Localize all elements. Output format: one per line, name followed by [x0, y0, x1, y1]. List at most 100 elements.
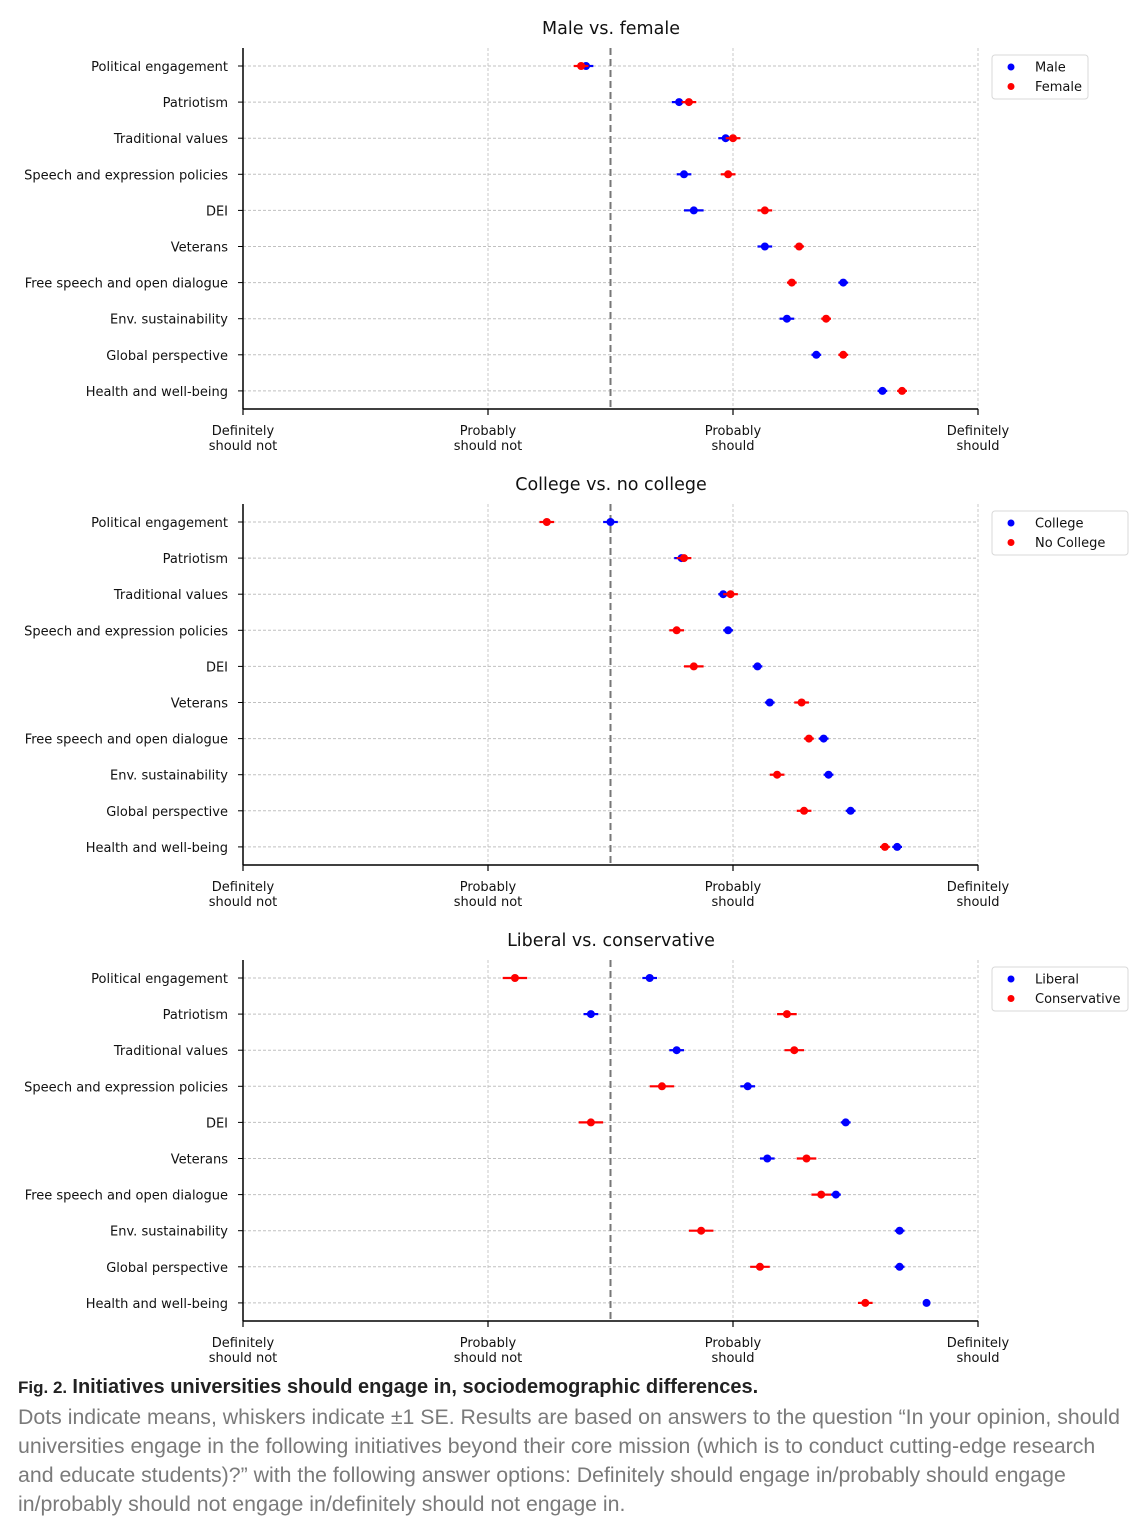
y-tick-label: Veterans: [171, 1153, 229, 1168]
liberal-mean-point: [672, 1046, 681, 1055]
y-tick-label: Traditional values: [113, 1044, 228, 1059]
x-tick-label: Probably: [705, 424, 762, 439]
legend-marker: [1007, 539, 1015, 546]
male-mean-point: [680, 170, 688, 179]
y-tick-label: Global perspective: [106, 349, 228, 364]
college-mean-point: [819, 734, 828, 743]
panel-title: College vs. no college: [515, 475, 707, 495]
y-tick-label: Env. sustainability: [110, 313, 228, 328]
y-tick-label: DEI: [206, 204, 228, 219]
y-tick-label: Patriotism: [163, 552, 228, 567]
no-college-mean-point: [689, 662, 698, 671]
y-tick-label: Political engagement: [91, 60, 228, 75]
no-college-mean-point: [797, 698, 806, 707]
y-tick-label: Veterans: [171, 697, 229, 712]
y-tick-label: Global perspective: [106, 1261, 228, 1276]
college-mean-point: [753, 662, 762, 671]
y-tick-label: Political engagement: [91, 972, 228, 987]
y-tick-label: Health and well-being: [86, 1297, 228, 1312]
legend-label: Male: [1035, 61, 1066, 76]
y-tick-label: Patriotism: [163, 96, 228, 111]
figure-chart: Male vs. female Political engagement Patri…: [24, 19, 1129, 1366]
legend-marker: [1007, 975, 1015, 983]
x-tick-label: should: [711, 439, 754, 454]
x-tick-label: should: [711, 1351, 754, 1366]
liberal-mean-point: [895, 1226, 904, 1235]
conservative-mean-point: [817, 1190, 826, 1199]
x-tick-label: Probably: [460, 424, 517, 439]
female-mean-point: [684, 98, 693, 107]
liberal-mean-point: [841, 1118, 850, 1127]
x-tick-label: should not: [454, 895, 523, 910]
conservative-mean-point: [790, 1046, 799, 1055]
female-mean-point: [729, 134, 737, 143]
x-tick-label: Definitely: [212, 880, 275, 895]
college-mean-point: [824, 770, 833, 779]
legend-marker: [1007, 63, 1015, 71]
legend-label: College: [1035, 517, 1084, 532]
liberal-mean-point: [831, 1190, 840, 1199]
no-college-mean-point: [800, 806, 809, 815]
college-mean-point: [765, 698, 774, 707]
y-tick-label: Speech and expression policies: [24, 1080, 228, 1095]
y-tick-label: Health and well-being: [86, 385, 228, 400]
y-tick-label: Free speech and open dialogue: [25, 1189, 228, 1204]
y-tick-label: Env. sustainability: [110, 1225, 228, 1240]
x-tick-label: Definitely: [212, 1336, 275, 1351]
y-tick-label: DEI: [206, 660, 228, 675]
no-college-mean-point: [680, 554, 688, 563]
conservative-mean-point: [861, 1298, 870, 1307]
female-mean-point: [839, 350, 848, 359]
legend-label: No College: [1035, 536, 1105, 551]
x-tick-label: should not: [209, 1351, 278, 1366]
y-tick-label: Traditional values: [113, 588, 228, 603]
conservative-mean-point: [802, 1154, 811, 1163]
no-college-mean-point: [773, 770, 782, 779]
x-tick-label: Definitely: [947, 424, 1010, 439]
caption-label: Fig. 2.: [18, 1378, 68, 1397]
conservative-mean-point: [697, 1226, 706, 1235]
y-tick-label: Speech and expression policies: [24, 168, 228, 183]
liberal-mean-point: [645, 974, 654, 982]
female-mean-point: [898, 386, 907, 395]
female-mean-point: [724, 170, 733, 179]
y-tick-label: Political engagement: [91, 516, 228, 531]
x-tick-label: Probably: [705, 880, 762, 895]
x-tick-label: should: [956, 439, 999, 454]
legend-box: [991, 510, 1129, 556]
college-mean-point: [893, 842, 902, 851]
female-mean-point: [795, 242, 804, 251]
legend-label: Female: [1035, 80, 1082, 95]
y-tick-label: Speech and expression policies: [24, 624, 228, 639]
no-college-mean-point: [804, 734, 813, 743]
no-college-mean-point: [542, 518, 551, 526]
college-mean-point: [846, 806, 855, 815]
conservative-mean-point: [586, 1118, 595, 1127]
male-mean-point: [760, 242, 769, 251]
legend-marker: [1007, 83, 1015, 90]
college-mean-point: [606, 518, 615, 526]
y-tick-label: Veterans: [171, 241, 229, 256]
liberal-mean-point: [586, 1010, 595, 1019]
x-tick-label: Definitely: [947, 880, 1010, 895]
x-tick-label: Definitely: [947, 1336, 1010, 1351]
no-college-mean-point: [726, 590, 735, 599]
y-tick-label: Free speech and open dialogue: [25, 277, 228, 292]
y-tick-label: Health and well-being: [86, 841, 228, 856]
x-tick-label: Definitely: [212, 424, 275, 439]
liberal-mean-point: [922, 1298, 931, 1307]
y-tick-label: Free speech and open dialogue: [25, 733, 228, 748]
male-mean-point: [812, 350, 821, 359]
college-mean-point: [724, 626, 733, 635]
panel-title: Liberal vs. conservative: [507, 931, 715, 951]
legend-box: [991, 54, 1089, 100]
legend-marker: [1007, 995, 1015, 1002]
y-tick-label: Global perspective: [106, 805, 228, 820]
caption-body: Dots indicate means, whiskers indicate ±…: [18, 1405, 1120, 1516]
x-tick-label: Probably: [705, 1336, 762, 1351]
no-college-mean-point: [880, 842, 889, 851]
x-tick-label: should: [956, 1351, 999, 1366]
legend-label: Conservative: [1035, 992, 1120, 1007]
y-tick-label: Traditional values: [113, 132, 228, 147]
y-tick-label: DEI: [206, 1116, 228, 1131]
